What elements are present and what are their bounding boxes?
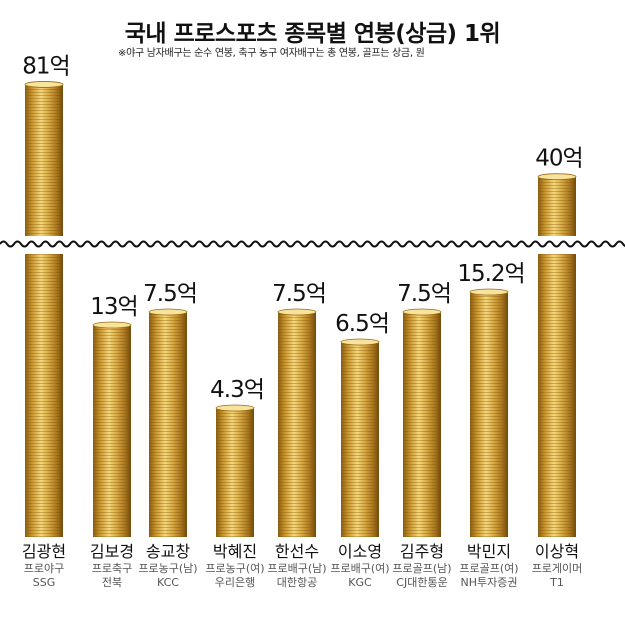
sport-label: 프로농구(여) — [205, 562, 264, 575]
team-label: SSG — [33, 576, 56, 589]
team-label: 전북 — [102, 576, 122, 589]
coin-stack-bar — [24, 81, 64, 537]
sport-label: 프로배구(남) — [267, 562, 326, 575]
player-name: 김주형 — [400, 542, 444, 561]
value-label: 7.5억 — [397, 281, 451, 307]
value-label: 7.5억 — [272, 281, 326, 307]
team-label: NH투자증권 — [461, 576, 518, 589]
coin-stack-bar — [340, 338, 380, 537]
chart-title: 국내 프로스포츠 종목별 연봉(상금) 1위 — [124, 21, 501, 47]
sport-label: 프로골프(여) — [459, 562, 518, 575]
player-name: 박민지 — [467, 542, 511, 561]
player-name: 박혜진 — [213, 542, 257, 561]
coin-stack-bar — [537, 173, 577, 537]
player-name: 송교창 — [146, 542, 190, 561]
team-label: CJ대한통운 — [396, 576, 447, 589]
team-label: 우리은행 — [215, 576, 255, 589]
value-label: 7.5억 — [143, 281, 197, 307]
axis-break-band — [0, 236, 625, 254]
sport-label: 프로게이머 — [532, 562, 583, 575]
sport-label: 프로골프(남) — [392, 562, 451, 575]
value-label: 40억 — [535, 146, 582, 172]
coin-stack-bar — [148, 308, 188, 537]
value-label: 13억 — [90, 294, 137, 320]
chart-subtitle: ※야구 남자배구는 순수 연봉, 축구 농구 여자배구는 총 연봉, 골프는 상… — [118, 48, 425, 59]
player-name: 한선수 — [275, 542, 319, 561]
value-label: 81억 — [22, 53, 69, 79]
team-label: KGC — [348, 576, 372, 589]
value-label: 15.2억 — [457, 261, 524, 287]
coin-stack-bar — [402, 308, 442, 537]
player-name: 김보경 — [90, 542, 134, 561]
sport-label: 프로야구 — [24, 562, 64, 575]
team-label: T1 — [549, 576, 564, 589]
sport-label: 프로농구(남) — [138, 562, 197, 575]
value-label: 6.5억 — [335, 311, 389, 337]
team-label: KCC — [157, 576, 179, 589]
coin-stack-bar — [469, 288, 509, 537]
sport-label: 프로축구 — [92, 562, 132, 575]
sport-label: 프로배구(여) — [330, 562, 389, 575]
value-label: 4.3억 — [210, 377, 264, 403]
player-name: 이상혁 — [535, 542, 579, 561]
coin-stack-bar — [277, 308, 317, 537]
player-name: 김광현 — [22, 542, 66, 561]
player-name: 이소영 — [338, 542, 382, 561]
coin-stack-bar — [92, 321, 132, 537]
team-label: 대한항공 — [277, 576, 317, 589]
axis-break-line — [0, 240, 625, 248]
coin-stack-bar — [215, 404, 255, 537]
